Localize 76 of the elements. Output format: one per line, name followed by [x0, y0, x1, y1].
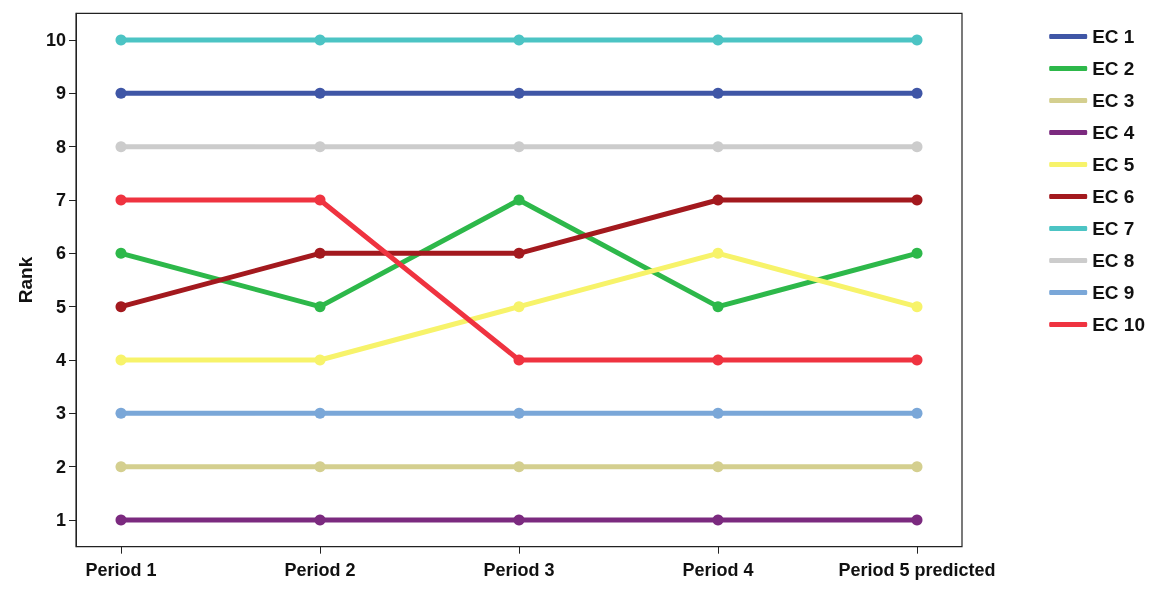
x-tick-label: Period 2	[284, 559, 356, 580]
legend-label: EC 8	[1092, 250, 1135, 271]
y-tick-label: 6	[55, 243, 66, 264]
point	[712, 354, 724, 366]
point	[911, 247, 923, 259]
legend-label: EC 4	[1092, 122, 1135, 143]
point	[712, 301, 724, 313]
point	[314, 87, 326, 99]
x-tick-label: Period 4	[682, 559, 754, 580]
y-tick-label: 5	[55, 296, 66, 317]
point	[911, 514, 923, 526]
point	[513, 301, 525, 313]
point	[513, 461, 525, 473]
point	[513, 87, 525, 99]
point	[911, 194, 923, 206]
point	[314, 301, 326, 313]
point	[513, 514, 525, 526]
point	[712, 34, 724, 46]
legend-label: EC 5	[1092, 154, 1135, 175]
y-axis-title: Rank	[15, 256, 37, 304]
point	[314, 514, 326, 526]
x-tick-label: Period 5 predicted	[838, 559, 996, 580]
y-tick-label: 2	[55, 456, 66, 477]
point	[314, 194, 326, 206]
point	[911, 461, 923, 473]
point	[314, 407, 326, 419]
point	[513, 194, 525, 206]
y-tick-label: 1	[55, 510, 66, 530]
point	[314, 354, 326, 366]
point	[115, 247, 127, 259]
y-tick-label: 9	[55, 83, 66, 104]
legend-label: EC 9	[1092, 282, 1135, 303]
point	[314, 461, 326, 473]
point	[911, 407, 923, 419]
point	[712, 514, 724, 526]
point	[911, 34, 923, 46]
point	[712, 141, 724, 153]
point	[314, 247, 326, 259]
point	[314, 141, 326, 153]
legend-label: EC 6	[1092, 186, 1135, 207]
y-tick-label: 4	[55, 350, 66, 370]
point	[712, 407, 724, 419]
point	[513, 354, 525, 366]
legend-label: EC 7	[1092, 218, 1135, 239]
y-tick-label: 7	[55, 190, 66, 210]
legend-label: EC 10	[1092, 314, 1146, 335]
point	[712, 247, 724, 259]
x-tick-label: Period 1	[85, 559, 157, 580]
legend-label: EC 2	[1092, 58, 1135, 79]
point	[911, 141, 923, 153]
point	[314, 34, 326, 46]
x-tick-label: Period 3	[483, 559, 555, 580]
point	[712, 194, 724, 206]
point	[115, 407, 127, 419]
point	[911, 354, 923, 366]
y-tick-label: 10	[45, 30, 66, 50]
point	[513, 407, 525, 419]
point	[513, 34, 525, 46]
point	[115, 514, 127, 526]
legend-label: EC 1	[1092, 26, 1135, 47]
point	[513, 141, 525, 153]
point	[115, 141, 127, 153]
y-tick-label: 8	[55, 136, 66, 157]
legend-label: EC 3	[1092, 90, 1135, 111]
point	[712, 461, 724, 473]
point	[115, 354, 127, 366]
point	[115, 34, 127, 46]
point	[911, 87, 923, 99]
point	[115, 194, 127, 206]
point	[115, 87, 127, 99]
point	[911, 301, 923, 313]
point	[115, 461, 127, 473]
y-tick-label: 3	[55, 403, 66, 424]
point	[513, 247, 525, 259]
point	[712, 87, 724, 99]
point	[115, 301, 127, 313]
